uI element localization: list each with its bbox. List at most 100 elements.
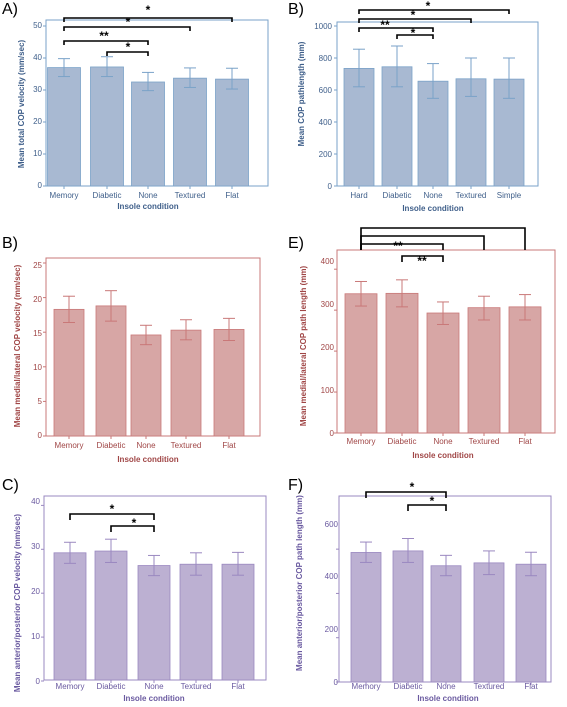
bar-memory: [350, 552, 382, 683]
panel-e-x-tick: Diabetic: [388, 437, 417, 446]
panel-b1: B) Mean COP pathlength (mm) 0 200 400 60…: [288, 1, 522, 213]
panel-b1-x-tick: None: [423, 191, 443, 200]
panel-a-y-tick: 40: [33, 53, 42, 62]
panel-c-y-tick: 20: [31, 587, 40, 596]
significance-label: *: [146, 3, 151, 17]
panel-b1-y-tick: 1000: [314, 22, 332, 31]
panel-b1-y-axis-label: Mean COP pathlength (mm): [297, 41, 306, 146]
panel-c: C) Mean anterior/posterior COP velocity …: [2, 477, 245, 703]
panel-f-y-tick: 400: [325, 572, 339, 581]
significance-bracket: [360, 243, 444, 250]
panel-b2-x-tick: Textured: [171, 441, 202, 450]
significance-label: *: [126, 40, 131, 54]
bar-none: [430, 565, 462, 683]
significance-label: *: [410, 480, 415, 494]
bar-flat: [508, 306, 542, 434]
significance-bracket: [358, 9, 510, 14]
significance-bracket: [358, 18, 472, 23]
panel-b1-y-tick: 0: [328, 182, 333, 191]
panel-a-y-tick: 30: [33, 85, 42, 94]
significance-label: *: [126, 15, 131, 29]
bar-none: [131, 81, 165, 187]
significance-bracket: [396, 34, 434, 39]
panel-c-y-tick: 10: [31, 632, 40, 641]
panel-f-label: F): [288, 477, 303, 494]
panel-b1-x-tick: Textured: [456, 191, 487, 200]
panel-f-x-tick: Diabetic: [394, 682, 423, 691]
panel-e-label: E): [288, 235, 304, 252]
significance-label: **: [393, 239, 403, 253]
bar-diabetic: [385, 292, 419, 434]
panel-f-x-tick: Memory: [352, 682, 381, 691]
significance-label: *: [411, 8, 416, 22]
bar-none: [137, 565, 171, 681]
panel-c-x-tick: Diabetic: [97, 682, 126, 691]
panel-e-y-tick: 400: [321, 257, 335, 266]
bar-flat: [221, 563, 255, 681]
significance-bracket: [358, 27, 434, 32]
significance-bracket: [63, 26, 191, 31]
panel-e: E) Mean medial/lateral COP path length (…: [288, 235, 532, 460]
significance-bracket: [360, 235, 485, 250]
significance-bracket: [110, 525, 155, 532]
panel-e-x-tick: Memory: [347, 437, 376, 446]
panel-e-y-axis-label: Mean medial/lateral COP path length (mm): [299, 266, 308, 427]
bar-flat: [215, 78, 249, 187]
significance-bracket: [365, 491, 447, 498]
panel-c-x-tick: None: [144, 682, 164, 691]
panel-b2-y-tick: 20: [33, 295, 42, 304]
panel-c-x-tick: Textured: [181, 682, 212, 691]
panel-c-y-tick: 0: [36, 677, 41, 686]
bar-flat: [213, 329, 245, 437]
panel-a-x-tick: Textured: [175, 191, 206, 200]
panel-a-x-tick: Flat: [225, 191, 239, 200]
panel-b1-y-tick: 800: [319, 54, 333, 63]
panel-c-label: C): [2, 477, 19, 494]
bar-diabetic: [95, 305, 127, 437]
panel-a-y-tick: 10: [33, 149, 42, 158]
significance-label: *: [132, 516, 137, 530]
panel-a-x-axis-label: Insole condition: [117, 202, 178, 211]
significance-label: *: [411, 26, 416, 40]
panel-b2-x-axis-label: Insole condition: [117, 455, 178, 464]
panel-c-y-axis-label: Mean anterior/posterior COP velocity (mm…: [13, 514, 22, 692]
bar-memory: [53, 308, 85, 437]
panel-b2-x-tick: Memory: [55, 441, 84, 450]
bar-textured: [170, 329, 202, 437]
bar-textured: [473, 562, 505, 683]
panel-e-x-tick: Flat: [518, 437, 532, 446]
chart-layer: ******************: [41, 0, 556, 685]
panel-f-x-tick: None: [436, 682, 456, 691]
panel-f-x-axis-label: Insole condition: [417, 694, 478, 703]
panel-b1-x-tick: Diabetic: [383, 191, 412, 200]
panel-b1-y-tick: 600: [319, 86, 333, 95]
panel-f-y-axis-label: Mean anterior/posterior COP path length …: [295, 495, 304, 671]
panel-e-y-tick: 300: [321, 300, 335, 309]
bar-memory: [344, 293, 378, 434]
bar-memory: [47, 67, 81, 187]
bar-diabetic: [392, 550, 424, 683]
panel-e-x-axis-label: Insole condition: [412, 451, 473, 460]
significance-label: *: [430, 494, 435, 508]
panel-c-x-tick: Flat: [231, 682, 245, 691]
significance-label: **: [99, 29, 109, 43]
panel-b2-label: B): [2, 235, 18, 252]
panel-f: F) Mean anterior/posterior COP path leng…: [288, 477, 538, 703]
panel-c-y-tick: 30: [31, 542, 40, 551]
panel-a-x-tick: Memory: [50, 191, 79, 200]
bar-memory: [53, 552, 87, 681]
significance-label: *: [426, 0, 431, 13]
significance-label: **: [417, 254, 427, 268]
panel-f-y-tick: 600: [325, 520, 339, 529]
significance-bracket: [401, 255, 444, 262]
significance-label: **: [380, 18, 390, 32]
panel-b2: B) Mean medial/lateral COP velocity (mm/…: [2, 235, 236, 464]
panel-a-x-tick: Diabetic: [93, 191, 122, 200]
panel-a-y-tick: 20: [33, 117, 42, 126]
panel-b2-y-tick: 0: [38, 431, 43, 440]
panel-e-y-tick: 100: [321, 386, 335, 395]
panel-a-y-axis-label: Mean total COP velocity (mm/sec): [17, 40, 26, 169]
panel-b2-x-tick: Flat: [222, 441, 236, 450]
panel-b1-label: B): [288, 1, 304, 18]
